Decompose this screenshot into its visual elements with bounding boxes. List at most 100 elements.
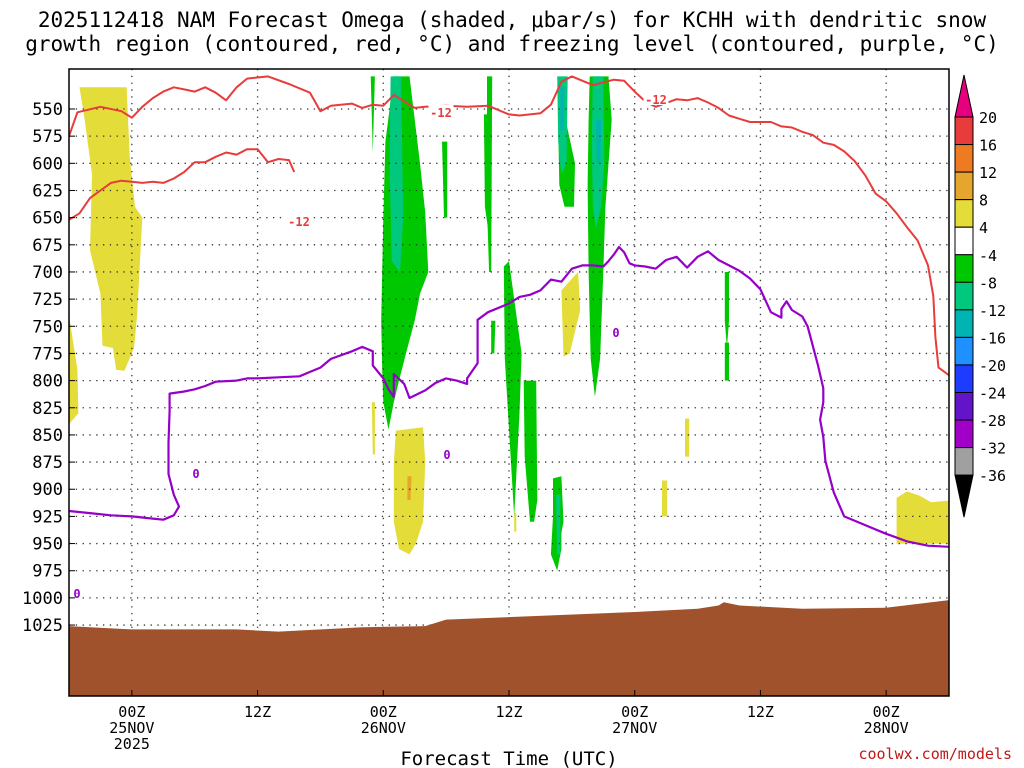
contour-dgz-lower [69, 148, 296, 221]
contour-label-bg [610, 325, 622, 338]
colorbar-bin [954, 447, 974, 476]
shade-warm-patch-28nov [896, 491, 949, 544]
colorbar-bin [954, 144, 974, 173]
shade-lift-max-47 [560, 87, 565, 131]
contour-label: -12 [288, 215, 310, 229]
contour-label-bg [286, 214, 312, 227]
contour-freezing-level [69, 245, 949, 548]
y-tick-label: 700 [32, 263, 63, 283]
shade-lift-strip-40 [491, 320, 496, 354]
contour-label: 0 [443, 448, 450, 462]
y-tick-label: 575 [32, 127, 63, 147]
colorbar-label: -20 [979, 357, 1006, 375]
colorbar-under-arrow [954, 474, 974, 518]
y-tick-label: 900 [32, 480, 63, 500]
contour-label-bg [190, 466, 202, 479]
colorbar-label: -24 [979, 385, 1006, 403]
x-tick-label: 26NOV [361, 719, 406, 737]
shade-warm-column-left-top [79, 87, 143, 371]
x-tick-label: 00Z [873, 703, 900, 721]
contour-label: 0 [612, 326, 619, 340]
contour-label: 0 [73, 587, 80, 601]
colorbar-bin [954, 171, 974, 201]
colorbar: 20 16 12 8 4 -4 -8 -12 -16 -20 -24 -28 -32 -36 [954, 74, 1006, 518]
y-tick-label: 925 [32, 507, 63, 527]
colorbar-label: 20 [979, 109, 997, 127]
contour-layer: -12 -12 -12 0 0 0 0 [69, 75, 949, 601]
shade-lift-strip-63b [724, 342, 729, 381]
contour-dgz-upper [69, 75, 949, 377]
terrain-layer [69, 600, 949, 696]
y-tick-label: 675 [32, 236, 63, 256]
contour-label-bg [643, 92, 669, 105]
y-tick-label: 725 [32, 290, 63, 310]
x-axis-label: Forecast Time (UTC) [400, 748, 617, 768]
chart-title-line1: 2025112418 NAM Forecast Omega (shaded, μ… [37, 8, 987, 32]
shade-lift-core-46 [556, 494, 561, 555]
colorbar-bin [954, 281, 974, 311]
x-tick-label: 00Z [621, 703, 648, 721]
colorbar-bin [954, 116, 974, 146]
x-tick-label: 25NOV [109, 719, 154, 737]
shade-warm-streak-27nov [561, 272, 581, 357]
y-tick-label: 625 [32, 181, 63, 201]
y-tick-label: 775 [32, 344, 63, 364]
shade-lift-strip-44 [523, 380, 538, 522]
y-tick-label: 850 [32, 426, 63, 446]
colorbar-bin [954, 419, 974, 449]
x-tick-label: 27NOV [612, 719, 657, 737]
colorbar-label: -36 [979, 467, 1006, 485]
terrain-fill [69, 600, 949, 696]
colorbar-bin [954, 336, 974, 366]
colorbar-over-arrow [954, 74, 974, 118]
shade-lift-strip-63 [724, 272, 729, 348]
x-tick-label: 2025 [114, 735, 150, 753]
y-tick-label: 1025 [22, 616, 63, 636]
site-credit: coolwx.com/models [858, 745, 1012, 763]
colorbar-bin [954, 226, 974, 256]
omega-shading-layer [69, 76, 949, 571]
colorbar-label: -16 [979, 329, 1006, 347]
colorbar-label: -32 [979, 440, 1006, 458]
shade-lift-streak-40b [483, 114, 490, 229]
shade-warm-column-left-low [69, 315, 79, 425]
shade-lift-28-column [370, 76, 375, 153]
contour-label: -12 [430, 106, 452, 120]
contour-label-bg [71, 586, 83, 599]
x-tick-label: 12Z [495, 703, 522, 721]
y-tick-label: 800 [32, 372, 63, 392]
colorbar-label: 4 [979, 219, 988, 237]
colorbar-bin [954, 199, 974, 228]
x-tick-label: 00Z [118, 703, 145, 721]
y-tick-label: 550 [32, 100, 63, 120]
y-tick-label: 875 [32, 453, 63, 473]
shade-cold-dot-26nov [407, 476, 412, 501]
contour-label-bg [428, 105, 454, 118]
x-tick-label: 12Z [244, 703, 271, 721]
x-tick-label: 28NOV [864, 719, 909, 737]
colorbar-label: -4 [979, 247, 997, 265]
shade-warm-dot-b [662, 480, 668, 517]
shade-lift-strip-42 [503, 261, 522, 517]
colorbar-label: -8 [979, 274, 997, 292]
shade-lift-streak-36 [442, 141, 448, 218]
shade-lift-max-50 [596, 119, 602, 164]
colorbar-bin [954, 309, 974, 338]
y-tick-label: 650 [32, 209, 63, 229]
shade-lift-main-column [381, 76, 429, 430]
shade-warm-streak-26nov [371, 402, 375, 455]
shade-lift-core-26nov [389, 76, 404, 273]
colorbar-bin [954, 392, 974, 421]
colorbar-bin [954, 364, 974, 394]
chart-title-line2: growth region (contoured, red, °C) and f… [25, 32, 999, 56]
colorbar-label: 8 [979, 192, 988, 210]
shade-warm-dot-a [685, 418, 690, 457]
x-tick-label: 00Z [370, 703, 397, 721]
x-tick-label: 12Z [747, 703, 774, 721]
y-tick-label: 1000 [22, 589, 63, 609]
y-tick-label: 600 [32, 154, 63, 174]
y-tick-label: 825 [32, 399, 63, 419]
colorbar-label: -28 [979, 412, 1006, 430]
